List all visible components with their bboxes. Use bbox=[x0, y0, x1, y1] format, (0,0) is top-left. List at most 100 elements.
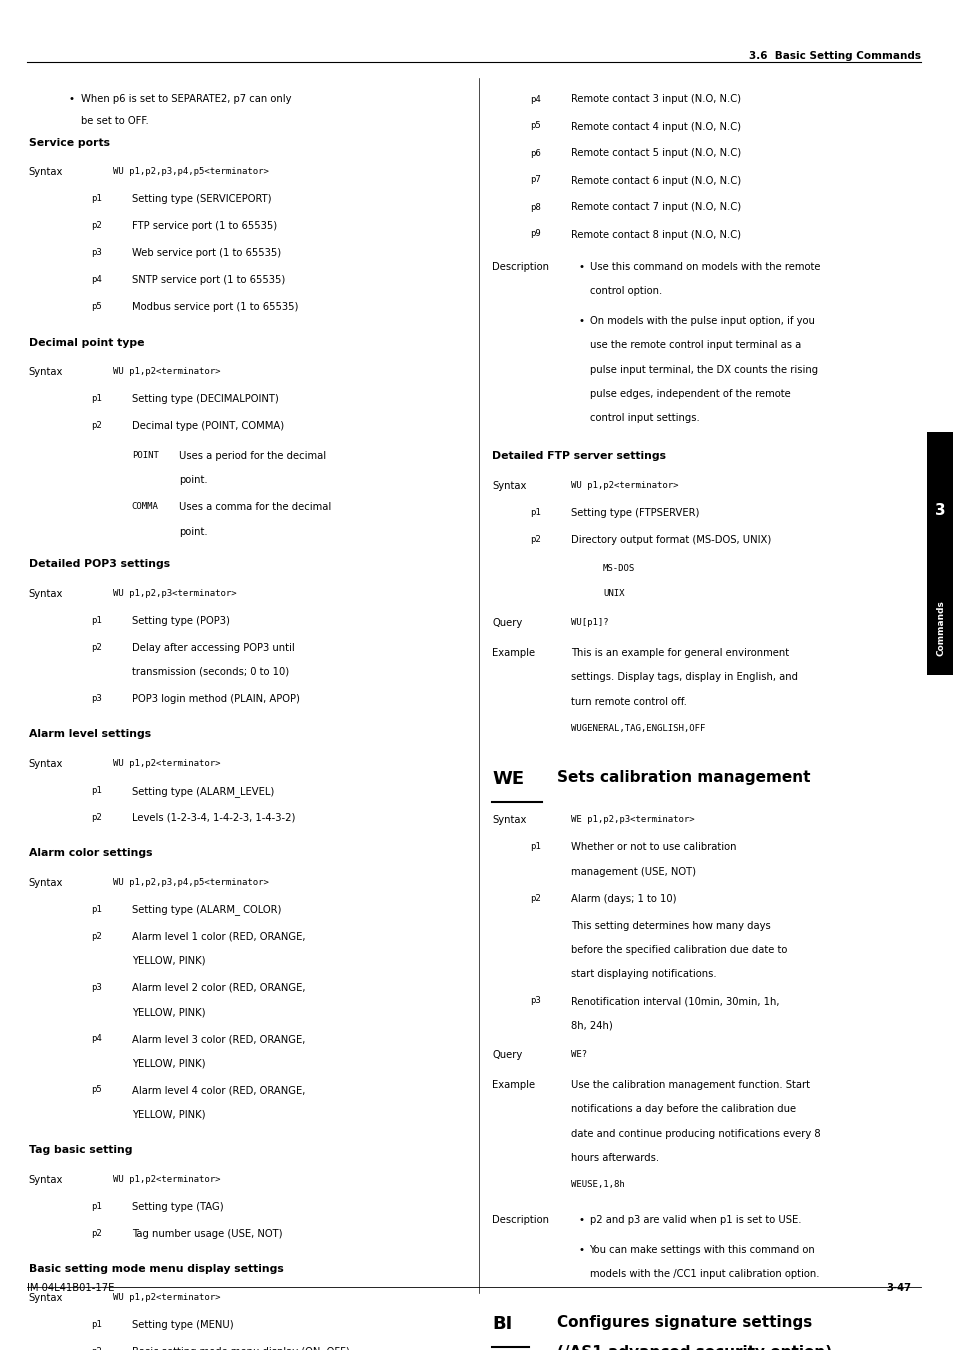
Text: 3-47: 3-47 bbox=[885, 1284, 910, 1293]
Text: You can make settings with this command on: You can make settings with this command … bbox=[589, 1245, 815, 1254]
Text: management (USE, NOT): management (USE, NOT) bbox=[571, 867, 696, 876]
Text: When p6 is set to SEPARATE2, p7 can only: When p6 is set to SEPARATE2, p7 can only bbox=[81, 95, 292, 104]
Text: p1: p1 bbox=[91, 786, 102, 795]
Text: Query: Query bbox=[492, 618, 522, 628]
Text: SNTP service port (1 to 65535): SNTP service port (1 to 65535) bbox=[132, 275, 285, 285]
Text: •: • bbox=[578, 262, 583, 271]
Text: Syntax: Syntax bbox=[29, 367, 63, 377]
Text: POP3 login method (PLAIN, APOP): POP3 login method (PLAIN, APOP) bbox=[132, 694, 299, 703]
Text: p3: p3 bbox=[530, 996, 540, 1006]
Text: Syntax: Syntax bbox=[29, 759, 63, 768]
Text: p2: p2 bbox=[91, 421, 102, 431]
Text: notifications a day before the calibration due: notifications a day before the calibrati… bbox=[571, 1104, 796, 1114]
Text: p6: p6 bbox=[530, 148, 540, 158]
Text: WU p1,p2,p3<terminator>: WU p1,p2,p3<terminator> bbox=[112, 589, 236, 598]
Text: p2: p2 bbox=[530, 894, 540, 903]
Text: UNIX: UNIX bbox=[602, 589, 624, 598]
Text: WU[p1]?: WU[p1]? bbox=[571, 618, 608, 628]
Text: Syntax: Syntax bbox=[29, 589, 63, 598]
Text: p7: p7 bbox=[530, 176, 540, 185]
Bar bbox=[926, 432, 953, 675]
Text: Remote contact 6 input (N.O, N.C): Remote contact 6 input (N.O, N.C) bbox=[571, 176, 740, 185]
Text: Syntax: Syntax bbox=[492, 815, 526, 825]
Text: Alarm color settings: Alarm color settings bbox=[29, 848, 152, 857]
Text: Syntax: Syntax bbox=[29, 878, 63, 887]
Text: Decimal point type: Decimal point type bbox=[29, 338, 144, 347]
Text: p2: p2 bbox=[91, 1347, 102, 1350]
Text: Query: Query bbox=[492, 1050, 522, 1060]
Text: YELLOW, PINK): YELLOW, PINK) bbox=[132, 956, 205, 965]
Text: YELLOW, PINK): YELLOW, PINK) bbox=[132, 1058, 205, 1068]
Text: Use this command on models with the remote: Use this command on models with the remo… bbox=[589, 262, 820, 271]
Text: Uses a period for the decimal: Uses a period for the decimal bbox=[179, 451, 326, 460]
Text: point.: point. bbox=[179, 526, 208, 536]
Text: Example: Example bbox=[492, 1080, 535, 1089]
Text: Remote contact 7 input (N.O, N.C): Remote contact 7 input (N.O, N.C) bbox=[571, 202, 740, 212]
Text: WU p1,p2<terminator>: WU p1,p2<terminator> bbox=[112, 1293, 220, 1303]
Text: Web service port (1 to 65535): Web service port (1 to 65535) bbox=[132, 248, 280, 258]
Text: p3: p3 bbox=[91, 248, 102, 258]
Text: Basic setting mode menu display settings: Basic setting mode menu display settings bbox=[29, 1264, 283, 1273]
Text: Delay after accessing POP3 until: Delay after accessing POP3 until bbox=[132, 643, 294, 652]
Text: YELLOW, PINK): YELLOW, PINK) bbox=[132, 1007, 205, 1017]
Text: (/AS1 advanced security option): (/AS1 advanced security option) bbox=[557, 1345, 831, 1350]
Text: p1: p1 bbox=[91, 616, 102, 625]
Text: p1: p1 bbox=[91, 194, 102, 204]
Text: Alarm level 1 color (RED, ORANGE,: Alarm level 1 color (RED, ORANGE, bbox=[132, 931, 305, 941]
Text: start displaying notifications.: start displaying notifications. bbox=[571, 969, 717, 979]
Text: YELLOW, PINK): YELLOW, PINK) bbox=[132, 1110, 205, 1119]
Text: BI: BI bbox=[492, 1315, 512, 1332]
Text: hours afterwards.: hours afterwards. bbox=[571, 1153, 659, 1162]
Text: p2 and p3 are valid when p1 is set to USE.: p2 and p3 are valid when p1 is set to US… bbox=[589, 1215, 801, 1224]
Text: Syntax: Syntax bbox=[29, 167, 63, 177]
Text: WU p1,p2,p3,p4,p5<terminator>: WU p1,p2,p3,p4,p5<terminator> bbox=[112, 878, 268, 887]
Text: This setting determines how many days: This setting determines how many days bbox=[571, 921, 770, 930]
Text: Renotification interval (10min, 30min, 1h,: Renotification interval (10min, 30min, 1… bbox=[571, 996, 780, 1006]
Text: models with the /CC1 input calibration option.: models with the /CC1 input calibration o… bbox=[589, 1269, 819, 1278]
Text: Remote contact 8 input (N.O, N.C): Remote contact 8 input (N.O, N.C) bbox=[571, 230, 740, 239]
Text: p1: p1 bbox=[91, 1202, 102, 1211]
Text: p2: p2 bbox=[91, 221, 102, 231]
Text: Uses a comma for the decimal: Uses a comma for the decimal bbox=[179, 502, 332, 512]
Text: Example: Example bbox=[492, 648, 535, 657]
Text: Setting type (TAG): Setting type (TAG) bbox=[132, 1202, 223, 1211]
Text: This is an example for general environment: This is an example for general environme… bbox=[571, 648, 789, 657]
Text: turn remote control off.: turn remote control off. bbox=[571, 697, 686, 706]
Text: Remote contact 5 input (N.O, N.C): Remote contact 5 input (N.O, N.C) bbox=[571, 148, 740, 158]
Text: Levels (1-2-3-4, 1-4-2-3, 1-4-3-2): Levels (1-2-3-4, 1-4-2-3, 1-4-3-2) bbox=[132, 813, 294, 822]
Text: IM 04L41B01-17E: IM 04L41B01-17E bbox=[27, 1284, 114, 1293]
Text: pulse input terminal, the DX counts the rising: pulse input terminal, the DX counts the … bbox=[589, 364, 817, 374]
Text: p4: p4 bbox=[91, 275, 102, 285]
Text: Setting type (MENU): Setting type (MENU) bbox=[132, 1320, 233, 1330]
Text: Modbus service port (1 to 65535): Modbus service port (1 to 65535) bbox=[132, 302, 297, 312]
Text: p5: p5 bbox=[91, 302, 102, 312]
Text: Basic setting mode menu display (ON, OFF): Basic setting mode menu display (ON, OFF… bbox=[132, 1347, 349, 1350]
Text: p8: p8 bbox=[530, 202, 540, 212]
Text: FTP service port (1 to 65535): FTP service port (1 to 65535) bbox=[132, 221, 276, 231]
Text: Syntax: Syntax bbox=[492, 481, 526, 490]
Text: Alarm level 2 color (RED, ORANGE,: Alarm level 2 color (RED, ORANGE, bbox=[132, 983, 305, 992]
Text: Setting type (ALARM_LEVEL): Setting type (ALARM_LEVEL) bbox=[132, 786, 274, 796]
Text: p2: p2 bbox=[91, 931, 102, 941]
Text: COMMA: COMMA bbox=[132, 502, 158, 512]
Text: Tag number usage (USE, NOT): Tag number usage (USE, NOT) bbox=[132, 1228, 282, 1238]
Text: 3.6  Basic Setting Commands: 3.6 Basic Setting Commands bbox=[748, 51, 920, 61]
Text: p1: p1 bbox=[530, 508, 540, 517]
Text: p2: p2 bbox=[91, 813, 102, 822]
Text: WU p1,p2<terminator>: WU p1,p2<terminator> bbox=[112, 367, 220, 377]
Text: p5: p5 bbox=[91, 1085, 102, 1095]
Text: Remote contact 3 input (N.O, N.C): Remote contact 3 input (N.O, N.C) bbox=[571, 95, 740, 104]
Text: WE p1,p2,p3<terminator>: WE p1,p2,p3<terminator> bbox=[571, 815, 695, 825]
Text: •: • bbox=[69, 95, 74, 104]
Text: WU p1,p2<terminator>: WU p1,p2<terminator> bbox=[112, 1174, 220, 1184]
Text: Description: Description bbox=[492, 1215, 549, 1224]
Text: •: • bbox=[578, 316, 583, 325]
Text: p9: p9 bbox=[530, 230, 540, 239]
Text: WE: WE bbox=[492, 769, 524, 787]
Text: POINT: POINT bbox=[132, 451, 158, 460]
Text: p4: p4 bbox=[91, 1034, 102, 1044]
Text: control input settings.: control input settings. bbox=[589, 413, 699, 423]
Text: WU p1,p2<terminator>: WU p1,p2<terminator> bbox=[112, 759, 220, 768]
Text: p4: p4 bbox=[530, 95, 540, 104]
Text: Commands: Commands bbox=[935, 599, 944, 656]
